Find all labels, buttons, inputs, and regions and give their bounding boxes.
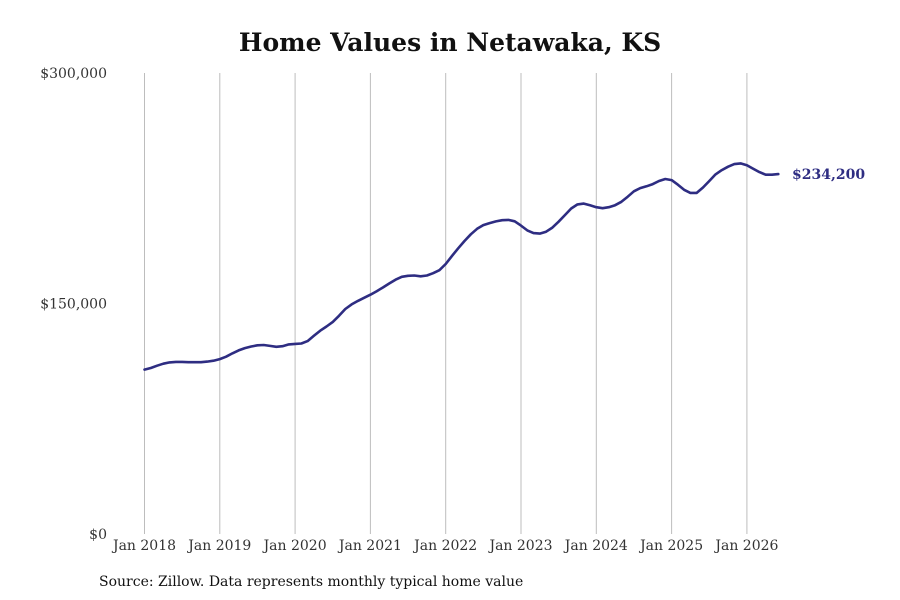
x-tick-label: Jan 2024 [563, 538, 628, 554]
x-tick-label: Jan 2026 [713, 538, 778, 554]
x-tick-label: Jan 2020 [262, 538, 327, 554]
chart-title: Home Values in Netawaka, KS [238, 28, 662, 57]
series-layer: $234,200 [143, 162, 865, 371]
y-axis-ticks: $0 $150,000 $300,000 [40, 66, 107, 543]
x-tick-label: Jan 2018 [111, 538, 176, 554]
x-tick-label: Jan 2025 [638, 538, 703, 554]
x-tick-label: Jan 2022 [412, 538, 477, 554]
end-value-label: $234,200 [792, 167, 865, 183]
y-tick-label: $300,000 [40, 66, 107, 82]
x-axis-ticks: Jan 2018 Jan 2019 Jan 2020 Jan 2021 Jan 2022… [111, 538, 779, 554]
x-tick-label: Jan 2023 [487, 538, 552, 554]
source-note: Source: Zillow. Data represents monthly … [99, 574, 524, 590]
y-tick-label: $150,000 [40, 297, 107, 313]
series-line [143, 162, 780, 371]
gridlines [144, 73, 748, 534]
x-tick-label: Jan 2021 [337, 538, 402, 554]
y-tick-label: $0 [89, 527, 107, 543]
x-tick-label: Jan 2019 [186, 538, 251, 554]
